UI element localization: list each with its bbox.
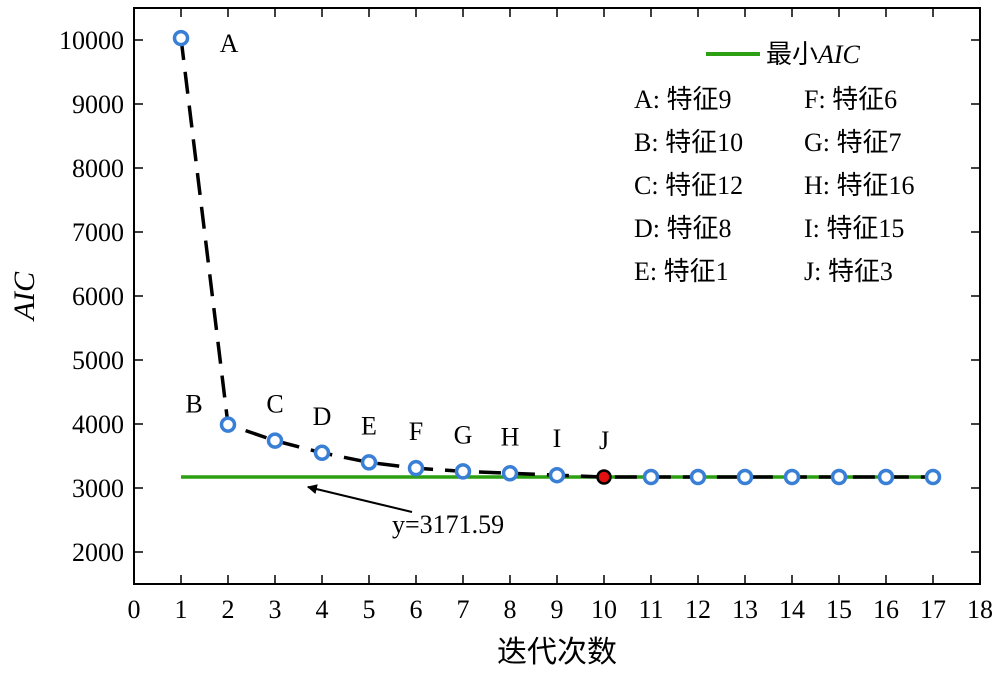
- y-tick-label: 2000: [72, 538, 124, 567]
- data-point-marker: [266, 432, 284, 449]
- y-tick-label: 8000: [72, 154, 124, 183]
- legend-entry: F: 特征6: [804, 85, 897, 114]
- y-tick-label: 6000: [72, 282, 124, 311]
- point-label-j: J: [599, 426, 609, 455]
- point-label-i: I: [553, 424, 562, 453]
- x-tick-label: 14: [779, 595, 805, 624]
- x-axis-ticks: 0 1 2 3 4 5 6 7 8 9 10 11 12 13 14 15 16 17 18: [128, 8, 993, 624]
- y-tick-label: 5000: [72, 346, 124, 375]
- annotation-arrow: [306, 484, 413, 513]
- point-label-h: H: [501, 422, 520, 451]
- data-point-marker: [313, 444, 331, 462]
- data-point-marker: [830, 468, 848, 486]
- legend-entry: A: 特征9: [634, 85, 732, 114]
- legend-entry: G: 特征7: [804, 128, 902, 157]
- y-tick-label: 3000: [72, 474, 124, 503]
- y-axis-ticks: 2000 3000 4000 5000 6000 7000 8000 9000 10000: [59, 26, 980, 567]
- data-point-marker: [689, 468, 707, 486]
- data-point-marker: [877, 468, 895, 486]
- point-label-g: G: [454, 420, 473, 449]
- annotation-label: y=3171.59: [392, 510, 504, 539]
- data-point-marker: [548, 466, 566, 484]
- legend-entry: H: 特征16: [804, 171, 915, 200]
- x-axis-title: 迭代次数: [497, 636, 617, 669]
- x-tick-label: 3: [269, 595, 282, 624]
- minimum-point-marker: [596, 469, 612, 485]
- x-tick-label: 2: [222, 595, 235, 624]
- x-tick-label: 8: [504, 595, 517, 624]
- legend-entry: D: 特征8: [634, 214, 732, 243]
- x-tick-label: 4: [316, 595, 329, 624]
- x-tick-label: 12: [685, 595, 711, 624]
- x-tick-label: 6: [410, 595, 423, 624]
- y-tick-label: 10000: [59, 26, 124, 55]
- x-tick-label: 15: [826, 595, 852, 624]
- data-point-marker: [783, 468, 801, 486]
- data-point-marker: [924, 468, 942, 486]
- data-point-marker: [360, 454, 378, 471]
- aic-series-markers: [172, 29, 942, 486]
- x-tick-label: 18: [967, 595, 993, 624]
- y-tick-label: 7000: [72, 218, 124, 247]
- point-label-c: C: [266, 390, 283, 419]
- point-label-d: D: [313, 402, 332, 431]
- x-tick-label: 5: [363, 595, 376, 624]
- x-tick-label: 10: [591, 595, 617, 624]
- point-label-f: F: [409, 417, 423, 446]
- legend-entry: E: 特征1: [634, 257, 729, 286]
- legend-minimum-aic-label: 最小AIC: [766, 40, 861, 69]
- x-tick-label: 16: [873, 595, 899, 624]
- data-point-marker: [736, 468, 754, 486]
- x-tick-label: 11: [638, 595, 663, 624]
- x-tick-label: 0: [128, 595, 141, 624]
- legend-entry: B: 特征10: [634, 128, 743, 157]
- x-tick-label: 7: [457, 595, 470, 624]
- y-tick-label: 9000: [72, 90, 124, 119]
- x-tick-label: 17: [920, 595, 946, 624]
- y-tick-label: 4000: [72, 410, 124, 439]
- annotation: y=3171.59: [306, 484, 504, 539]
- point-label-a: A: [220, 29, 239, 58]
- legend: 最小AIC A: 特征9 F: 特征6 B: 特征10 G: 特征7 C: 特征12 H: …: [634, 40, 915, 286]
- x-tick-label: 13: [732, 595, 758, 624]
- x-tick-label: 9: [551, 595, 564, 624]
- point-label-b: B: [185, 390, 202, 419]
- data-point-marker: [454, 463, 472, 480]
- legend-entry: C: 特征12: [634, 171, 743, 200]
- legend-entry: J: 特征3: [804, 257, 893, 286]
- data-point-marker: [219, 416, 237, 433]
- legend-entry: I: 特征15: [804, 214, 904, 243]
- point-label-e: E: [361, 411, 377, 440]
- point-labels: A B C D E F G H I J: [185, 29, 609, 455]
- data-point-marker: [407, 459, 425, 477]
- x-tick-label: 1: [175, 595, 188, 624]
- data-point-marker: [172, 29, 190, 47]
- data-point-marker: [501, 465, 519, 482]
- data-point-marker: [642, 468, 660, 486]
- y-axis-title: AIC: [8, 271, 41, 322]
